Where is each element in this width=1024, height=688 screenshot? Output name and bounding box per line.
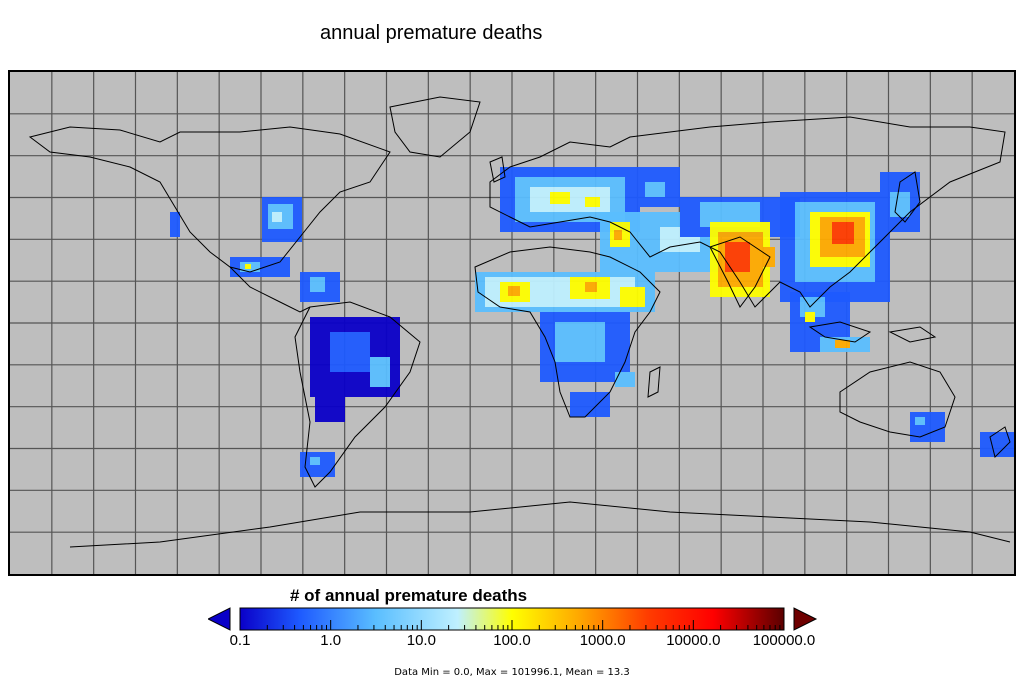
colorbar xyxy=(208,607,818,631)
colorbar-tick-label: 100000.0 xyxy=(752,632,816,649)
region-south-america xyxy=(300,317,400,477)
coastlines xyxy=(28,96,1011,548)
data-stats: Data Min = 0.0, Max = 101996.1, Mean = 1… xyxy=(394,667,630,678)
region-east-asia xyxy=(780,172,920,302)
map-title: annual premature deaths xyxy=(320,22,543,44)
map-panel xyxy=(8,70,1016,576)
over-range-arrow xyxy=(793,607,818,631)
colorbar-title: # of annual premature deaths xyxy=(290,586,528,605)
region-africa xyxy=(475,272,655,417)
colorbar-tick-label: 10.0 xyxy=(406,632,436,649)
lat-lon-grid xyxy=(10,72,1014,574)
colorbar-tick-label: 100.0 xyxy=(493,632,531,649)
colorbar-tick-label: 0.1 xyxy=(229,632,251,649)
region-north-america xyxy=(170,197,340,302)
under-range-arrow xyxy=(208,607,231,631)
region-india xyxy=(710,222,775,297)
colorbar-tick-label: 1.0 xyxy=(320,632,342,649)
colorbar-tick-label: 10000.0 xyxy=(666,632,721,649)
region-oceania xyxy=(910,412,1014,457)
world-map xyxy=(10,72,1014,574)
colorbar-tick-label: 1000.0 xyxy=(579,632,626,649)
premature-deaths-data-layer xyxy=(170,167,1014,477)
